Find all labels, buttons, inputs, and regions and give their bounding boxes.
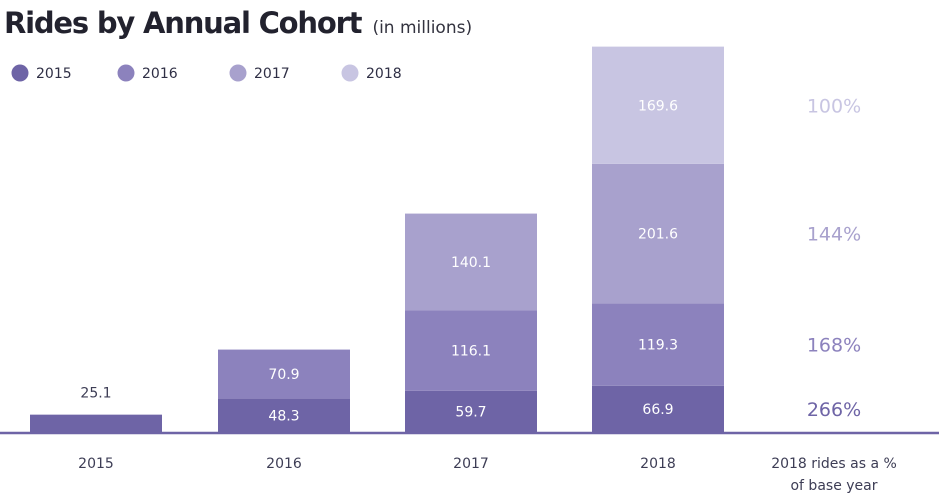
data-label-2018-2016: 119.3 — [638, 338, 678, 354]
x-tick-label-2017: 2017 — [453, 456, 489, 472]
data-label-2018-2015: 66.9 — [642, 402, 673, 418]
bar-2018-cohort-2016 — [592, 303, 724, 386]
legend-label-2015: 2015 — [36, 66, 72, 82]
bar-2018-cohort-2017 — [592, 163, 724, 304]
x-tick-label-2016: 2016 — [266, 456, 302, 472]
legend-swatch-2016 — [117, 64, 135, 82]
data-label-2017-2016: 116.1 — [451, 344, 491, 360]
data-label-2017-2015: 59.7 — [455, 404, 486, 420]
bar-2017-cohort-2015 — [405, 390, 537, 432]
x-tick-label-2015: 2015 — [78, 456, 114, 472]
title-row: Rides by Annual Cohort (in millions) — [4, 6, 472, 40]
bar-2018-cohort-2015 — [592, 385, 724, 432]
x-tick-label-2018: 2018 — [640, 456, 676, 472]
chart-title: Rides by Annual Cohort — [4, 6, 363, 40]
legend-label-2018: 2018 — [366, 66, 402, 82]
side-column-label-line1: 2018 rides as a % — [771, 456, 897, 472]
data-label-2016-2016: 70.9 — [268, 367, 299, 383]
bar-2016-cohort-2016 — [218, 349, 350, 399]
bar-2017-cohort-2017 — [405, 213, 537, 311]
data-label-2017-2017: 140.1 — [451, 255, 491, 271]
data-label-2018-2017: 201.6 — [638, 227, 678, 243]
data-label-2018-2018: 169.6 — [638, 98, 678, 114]
chart-subtitle: (in millions) — [372, 18, 473, 38]
bar-2018-cohort-2018 — [592, 46, 724, 164]
legend-swatch-2017 — [229, 64, 247, 82]
pct-label-100: 100% — [807, 95, 861, 117]
legend-label-2016: 2016 — [142, 66, 178, 82]
legend-swatch-2015 — [11, 64, 29, 82]
data-label-2015-2015: 25.1 — [80, 386, 111, 402]
pct-label-144: 144% — [807, 224, 861, 246]
legend-swatch-2018 — [341, 64, 359, 82]
side-column-label-line2: of base year — [790, 478, 877, 494]
data-label-2016-2015: 48.3 — [268, 408, 299, 424]
bar-2017-cohort-2016 — [405, 310, 537, 391]
bar-2016-cohort-2015 — [218, 398, 350, 432]
bar-2015-cohort-2015 — [30, 414, 162, 432]
pct-label-168: 168% — [807, 335, 861, 357]
legend-label-2017: 2017 — [254, 66, 290, 82]
pct-label-266: 266% — [807, 399, 861, 421]
